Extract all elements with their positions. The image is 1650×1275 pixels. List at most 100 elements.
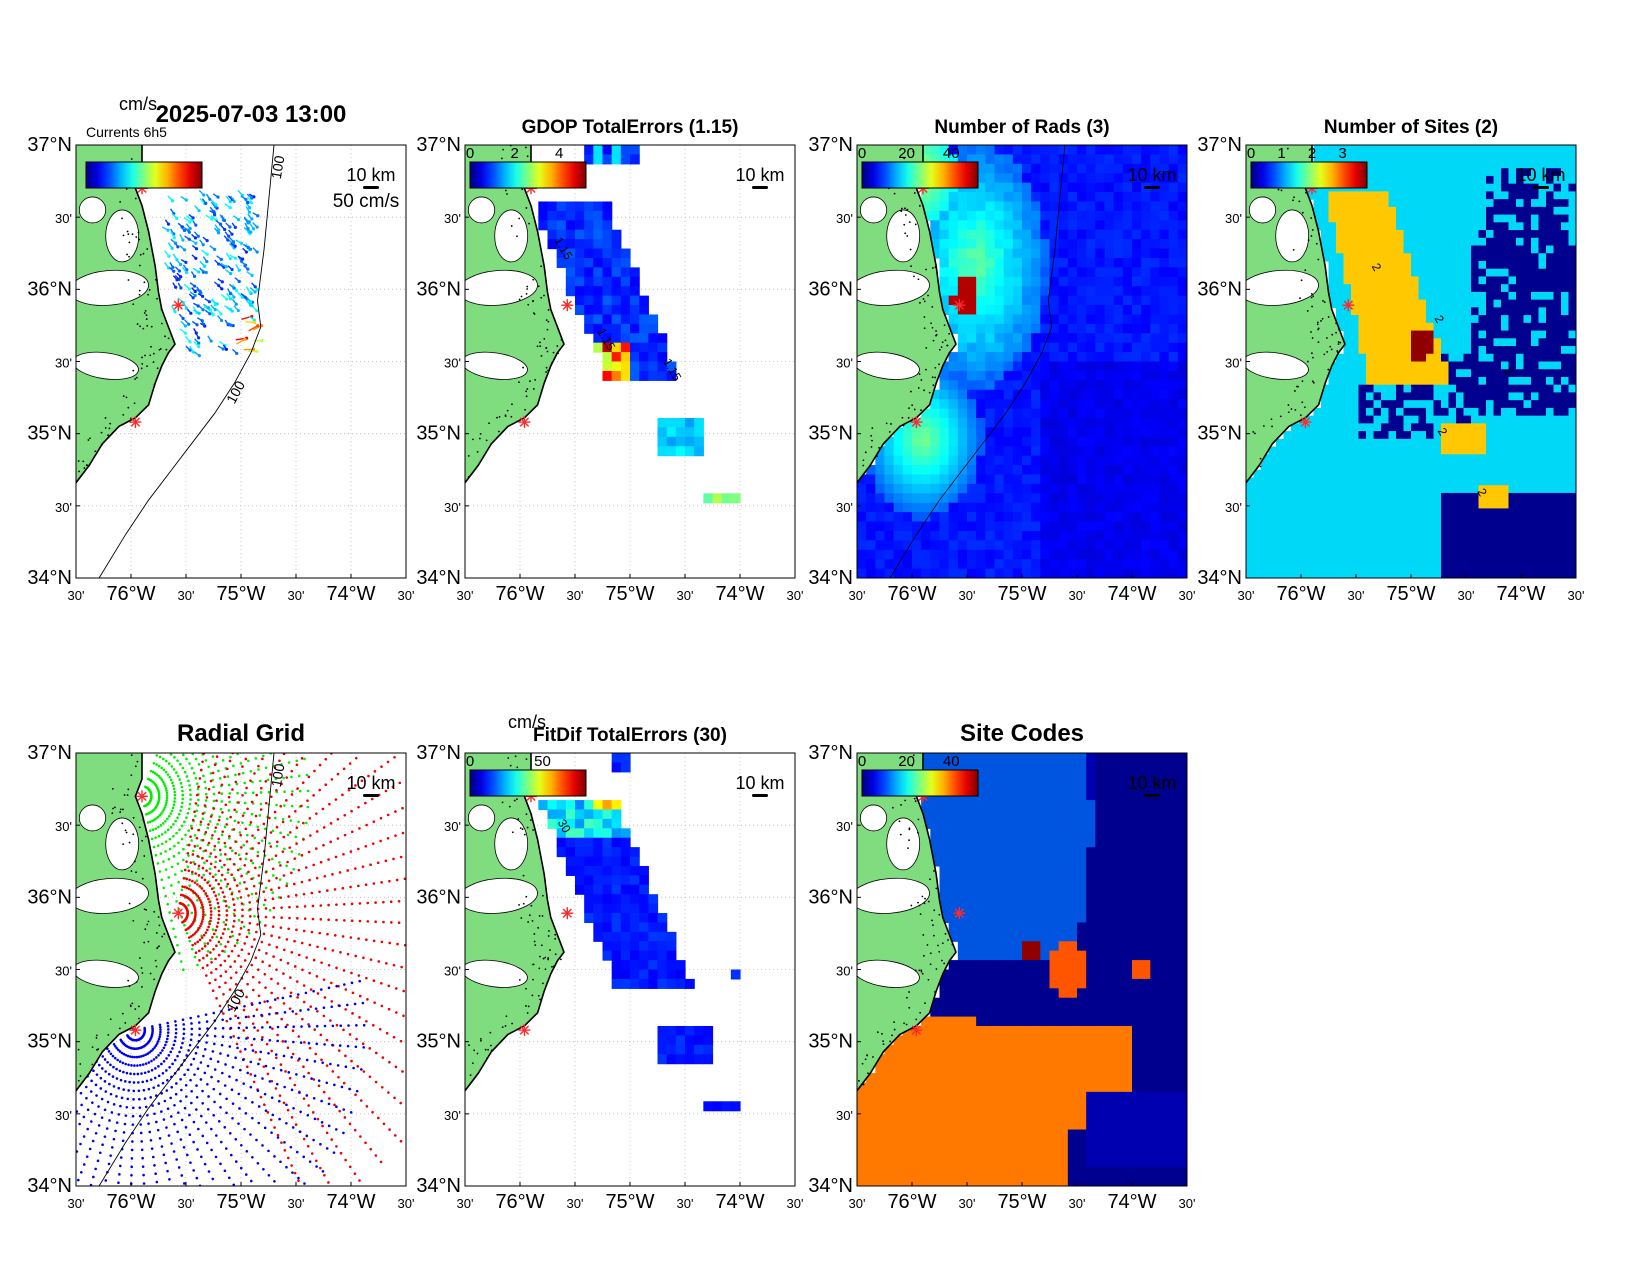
radial-grid-point [160, 778, 164, 782]
nrads-cell [985, 323, 996, 334]
coast-speckle [504, 415, 507, 418]
coast-speckle [547, 309, 550, 311]
nsites-cell [1426, 547, 1435, 556]
nrads-cell [1177, 465, 1187, 476]
nrads-cell [884, 512, 895, 523]
nsites-cell [1373, 346, 1382, 355]
radial-grid-point [213, 848, 216, 851]
current-vector-head [250, 273, 254, 277]
nsites-cell [1516, 315, 1525, 324]
gdop-cell [620, 370, 631, 381]
nrads-cell [1077, 220, 1087, 231]
nsites-cell [1463, 531, 1472, 540]
current-vector-head [246, 226, 250, 231]
nsites-cell [1411, 199, 1420, 208]
nsites-cell [1343, 276, 1352, 285]
nsites-cell [1396, 253, 1405, 262]
nrads-cell [1003, 323, 1014, 334]
nrads-cell [1168, 154, 1179, 165]
nsites-cell [1426, 477, 1435, 486]
nrads-cell [912, 436, 922, 447]
nrads-cell [948, 295, 959, 306]
nsites-cell [1501, 315, 1510, 324]
nsites-cell [1433, 183, 1442, 192]
nsites-cell [1328, 253, 1337, 262]
nsites-cell [1433, 431, 1442, 440]
nrads-cell [930, 474, 941, 485]
nsites-cell [1381, 322, 1390, 332]
radial-grid-point [173, 756, 176, 759]
nsites-cell [1381, 183, 1390, 192]
nsites-cell [1291, 562, 1300, 571]
nsites-cell [1561, 268, 1570, 278]
nsites-cell [1358, 369, 1367, 378]
nrads-cell [1058, 521, 1069, 532]
nsites-cell [1553, 268, 1562, 278]
nsites-cell [1463, 570, 1472, 578]
nsites-cell [1531, 145, 1540, 154]
nsites-cell [1508, 245, 1517, 254]
nrads-cell [921, 540, 931, 551]
nsites-cell [1531, 253, 1540, 262]
radial-grid-point [158, 755, 162, 759]
nrads-cell [1177, 408, 1187, 419]
current-vector-head [197, 354, 201, 358]
nrads-cell [1141, 323, 1151, 334]
nsites-cell [1426, 570, 1435, 578]
nsites-cell [1486, 199, 1495, 208]
nrads-cell [1040, 465, 1051, 476]
nrads-cell [1031, 474, 1041, 485]
nrads-cell [1058, 483, 1069, 494]
nsites-cell [1418, 330, 1427, 339]
nsites-cell [1328, 152, 1337, 162]
current-vector-head [246, 200, 250, 205]
radial-grid-point [216, 822, 219, 826]
nrads-cell [930, 446, 941, 457]
nrads-cell [967, 286, 977, 297]
nrads-cell [1031, 145, 1041, 156]
nrads-cell [1150, 163, 1161, 174]
nsites-cell [1261, 492, 1270, 502]
nrads-cell [884, 446, 895, 457]
nsites-cell [1366, 346, 1375, 355]
nsites-cell [1366, 523, 1375, 533]
lon-tick-label: 76°W [495, 583, 544, 605]
nrads-cell [976, 455, 986, 466]
lon-tick-label: 30' [68, 588, 85, 603]
radial-grid-point [218, 777, 222, 780]
nrads-cell [957, 380, 968, 391]
nrads-cell [1012, 154, 1023, 165]
nrads-cell [1132, 352, 1142, 363]
nrads-cell [1012, 267, 1023, 278]
current-vector-head [191, 350, 195, 354]
nrads-cell [1132, 173, 1142, 184]
nsites-cell [1493, 199, 1502, 208]
nrads-cell [1022, 229, 1032, 240]
nrads-cell [1067, 493, 1078, 504]
radial-grid-point [195, 782, 199, 785]
nrads-cell [967, 521, 977, 532]
nsites-cell [1313, 415, 1322, 424]
nrads-cell [921, 455, 931, 466]
coast-speckle [158, 348, 161, 351]
radial-grid-point [180, 824, 184, 828]
nrads-cell [857, 540, 867, 551]
nrads-cell [1058, 342, 1069, 353]
lat-tick-label: 35°N [1197, 423, 1242, 445]
nrads-cell [1132, 549, 1142, 560]
nsites-cell [1463, 508, 1472, 517]
nrads-cell [912, 530, 922, 541]
nsites-cell [1478, 446, 1487, 455]
nrads-cell [1141, 370, 1151, 381]
radial-grid-point [185, 775, 189, 778]
nsites-cell [1561, 454, 1570, 463]
nrads-cell [930, 549, 941, 560]
nsites-cell [1448, 353, 1457, 363]
radial-grid-point [220, 800, 224, 803]
gdop-cell [593, 323, 604, 334]
nsites-cell [1561, 407, 1570, 417]
nsites-cell [1456, 376, 1465, 386]
nrads-cell [1022, 286, 1032, 297]
radial-grid-point [195, 809, 199, 813]
gdop-cell [602, 323, 613, 334]
